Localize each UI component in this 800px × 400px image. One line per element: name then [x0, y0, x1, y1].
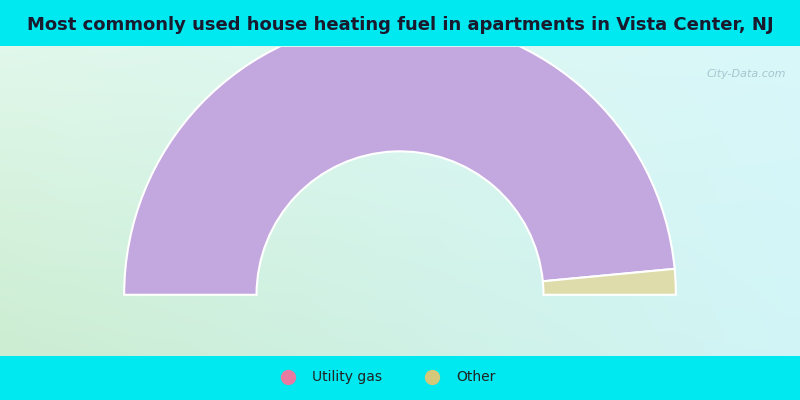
Wedge shape	[124, 19, 674, 295]
Text: City-Data.com: City-Data.com	[706, 68, 786, 78]
Text: Utility gas: Utility gas	[312, 370, 382, 384]
Wedge shape	[543, 269, 676, 295]
Text: Other: Other	[456, 370, 495, 384]
Text: Most commonly used house heating fuel in apartments in Vista Center, NJ: Most commonly used house heating fuel in…	[26, 16, 774, 34]
